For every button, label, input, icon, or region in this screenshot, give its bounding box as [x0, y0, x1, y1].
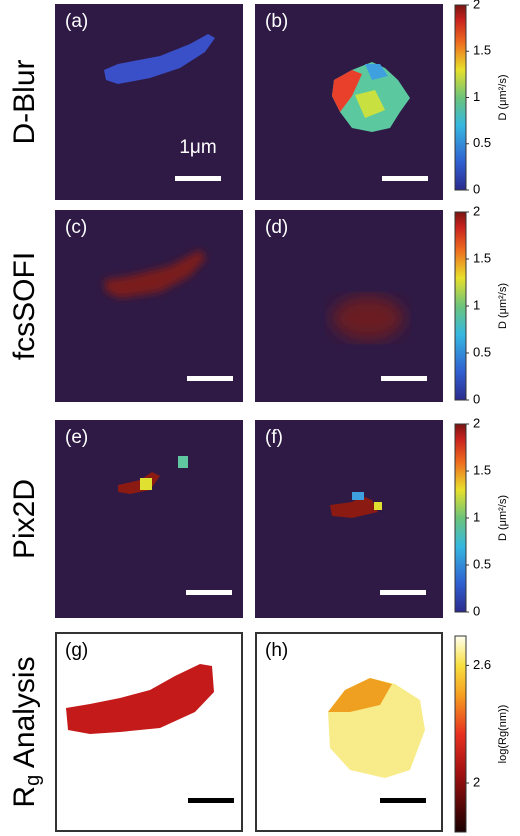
- colorbar-tick-label: 1: [473, 89, 480, 104]
- blob: [328, 678, 392, 712]
- blob: [330, 496, 378, 518]
- scale-bar: [175, 176, 221, 181]
- scale-bar: [188, 798, 234, 803]
- blob: [352, 492, 364, 500]
- scale-bar: [380, 798, 426, 803]
- panel: [55, 4, 243, 200]
- panel-label: (d): [265, 217, 288, 238]
- scale-bar: [380, 590, 426, 595]
- colorbar-label: log(Rg(nm)): [497, 705, 509, 764]
- blob: [140, 478, 152, 490]
- blob: [178, 456, 188, 468]
- colorbar-tick-label: 1: [473, 297, 480, 312]
- colorbar-tick-label: 2.6: [473, 657, 491, 672]
- blob: [66, 664, 214, 734]
- panel-label: (b): [265, 11, 288, 32]
- colorbar-tick-label: 2: [473, 774, 480, 789]
- colorbar-tick-label: 0: [473, 603, 480, 618]
- panel-label: (a): [65, 11, 88, 32]
- blob: [374, 502, 382, 510]
- panel-label: (f): [265, 427, 283, 448]
- image-content: [66, 34, 425, 778]
- row-label: Rg Analysis: [8, 656, 44, 807]
- colorbar-tick-label: 0.5: [473, 344, 491, 359]
- panel-label: (h): [265, 640, 288, 661]
- blob: [355, 90, 385, 118]
- colorbar-tick-label: 2: [473, 415, 480, 430]
- row-label-sub: g: [22, 775, 44, 786]
- colorbar: [454, 211, 467, 401]
- scale-bar: [382, 176, 428, 181]
- colorbar-tick-label: 2: [473, 0, 480, 11]
- blob: [332, 296, 404, 340]
- row-label: fcsSOFI: [8, 252, 41, 360]
- colorbar-tick-label: 2: [473, 203, 480, 218]
- row-label: D-Blur: [8, 59, 41, 144]
- colorbar-tick-label: 1.5: [473, 462, 491, 477]
- colorbar-tick-label: 0: [473, 391, 480, 406]
- panel: [255, 420, 443, 618]
- colorbar-tick-label: 1.5: [473, 250, 491, 265]
- scale-bars: 1μm: [175, 137, 428, 803]
- scale-bar: [381, 376, 427, 381]
- colorbar-tick-label: 0: [473, 181, 480, 196]
- blob: [365, 64, 388, 80]
- colorbar-tick-label: 0.5: [473, 135, 491, 150]
- colorbar-tick-label: 0.5: [473, 556, 491, 571]
- colorbar-label: D (μm²/s): [497, 495, 509, 541]
- colorbar-label: D (μm²/s): [497, 74, 509, 120]
- row-label: Pix2D: [8, 479, 41, 559]
- scale-bar-label: 1μm: [179, 137, 216, 158]
- colorbar-tick-label: 1.5: [473, 43, 491, 58]
- blob: [104, 250, 206, 298]
- panel-label: (c): [65, 217, 87, 238]
- panel: [55, 420, 243, 618]
- row-label-main: R: [8, 786, 41, 808]
- panel-label: (e): [65, 427, 88, 448]
- scale-bar: [186, 590, 232, 595]
- colorbar-label: D (μm²/s): [497, 283, 509, 329]
- panels: [55, 4, 443, 832]
- colorbar: [454, 423, 467, 613]
- colorbar: [454, 635, 467, 833]
- labels: D-Blur (a) (b) fcsSOFI (c) (d) Pix2D (e) (f) Rg A…: [8, 0, 509, 833]
- row-label-rest: Analysis: [8, 656, 41, 774]
- colorbar-tick-label: 1: [473, 509, 480, 524]
- panel: [55, 210, 243, 402]
- scale-bar: [187, 376, 233, 381]
- colorbar: [454, 4, 467, 191]
- panel-label: (g): [65, 640, 88, 661]
- blob: [332, 70, 362, 112]
- blob: [104, 34, 215, 84]
